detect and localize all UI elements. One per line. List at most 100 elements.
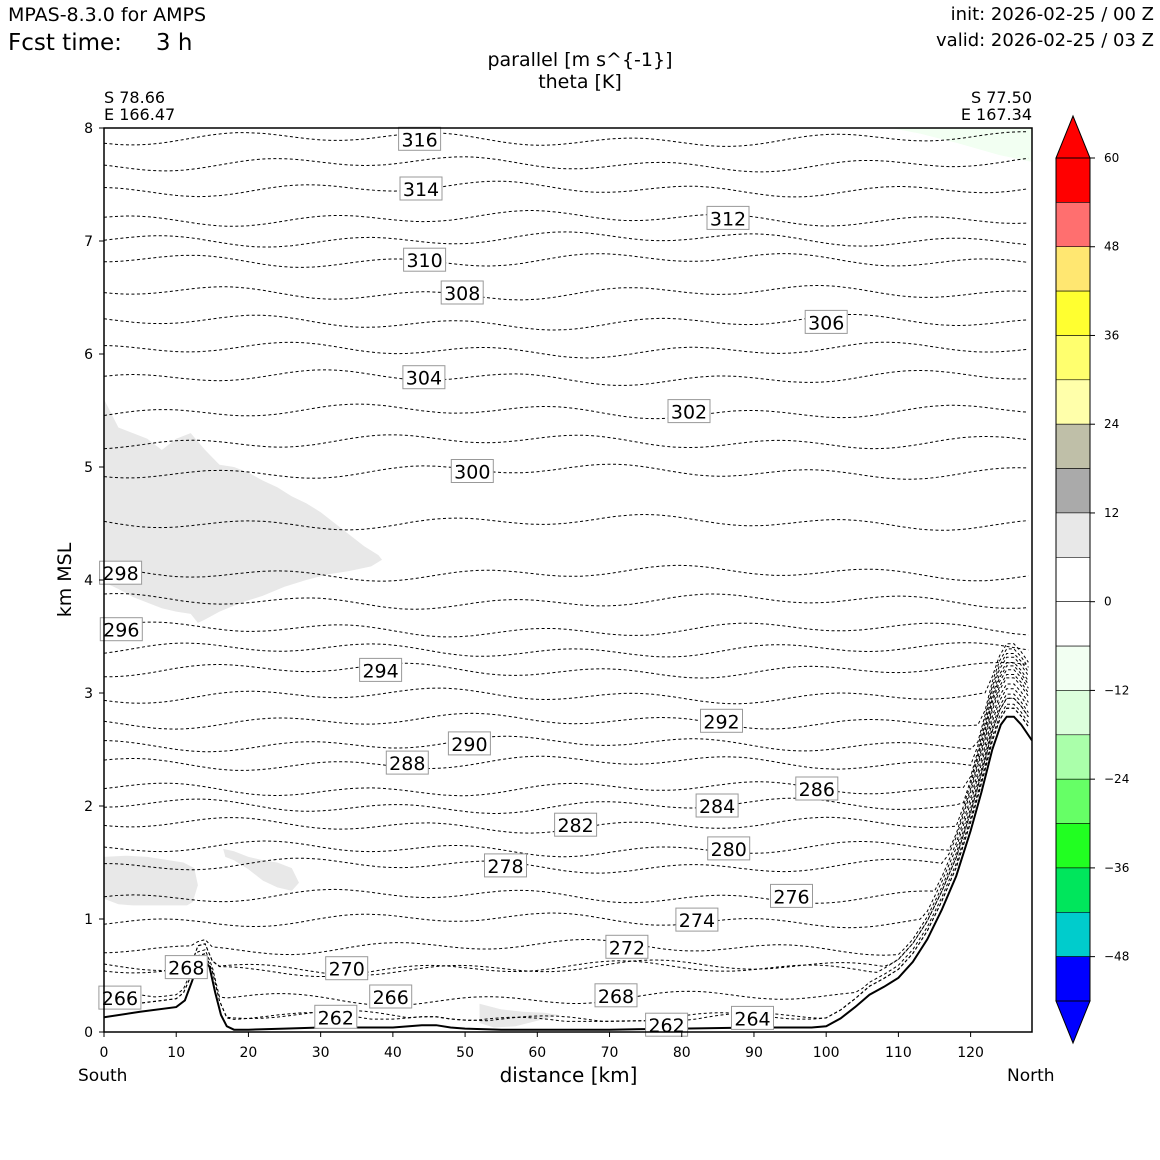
colorbar-tick-label: −36 (1104, 861, 1129, 875)
theta-label-text: 266 (102, 988, 138, 1010)
theta-contour-line (104, 665, 1029, 815)
colorbar-tick-label: 60 (1104, 151, 1119, 165)
theta-contour-label: 300 (450, 459, 494, 484)
wind-shaded-region (104, 855, 198, 906)
x-tick-label: 80 (673, 1045, 691, 1061)
theta-label-text: 292 (703, 711, 739, 733)
theta-contour-label: 264 (731, 1005, 774, 1030)
theta-label-text: 298 (102, 563, 138, 585)
x-tick-label: 120 (957, 1045, 984, 1061)
theta-label-box (403, 247, 447, 272)
theta-contour-label: 306 (804, 309, 848, 334)
colorbar-segment (1055, 512, 1091, 558)
terrain-fill (104, 716, 1032, 1032)
theta-label-text: 290 (451, 734, 487, 756)
theta-label-box (164, 955, 208, 980)
theta-contour-line (104, 697, 1029, 977)
theta-label-box (605, 934, 649, 959)
theta-contour-label: 312 (706, 205, 750, 230)
x-tick-label: 60 (528, 1045, 546, 1061)
colorbar-tick-label: 48 (1104, 240, 1119, 254)
theta-contour-line (104, 513, 1029, 531)
theta-contour-label: 282 (554, 812, 598, 837)
colorbar-segment (1055, 645, 1091, 691)
colorbar-tick-label: −48 (1104, 950, 1129, 964)
theta-contour-line (104, 674, 1029, 858)
theta-contour-label: 284 (695, 793, 739, 818)
theta-label-box (706, 205, 750, 230)
theta-contour-label: 262 (314, 1004, 358, 1029)
theta-contour-line (104, 707, 1029, 1022)
theta-contour-line (104, 688, 1029, 929)
theta-label-text: 310 (406, 250, 442, 272)
colorbar-segment (1055, 778, 1091, 824)
model-name: MPAS-8.3.0 for AMPS (8, 4, 207, 26)
x-tick-label: 50 (456, 1045, 474, 1061)
theta-contour-line (104, 653, 1029, 753)
y-tick-label: 6 (84, 347, 93, 363)
theta-contour-line (104, 369, 1029, 386)
colorbar-segment (1055, 202, 1091, 248)
theta-label-text: 282 (557, 815, 593, 837)
theta-label-text: 262 (318, 1007, 354, 1029)
theta-label-text: 264 (734, 1008, 770, 1030)
theta-label-box (594, 983, 638, 1008)
init-time: init: 2026-02-25 / 00 Z (950, 4, 1154, 25)
theta-label-text: 288 (389, 753, 425, 775)
theta-label-box (770, 883, 813, 908)
theta-label-text: 272 (609, 937, 645, 959)
wind-shaded-region (223, 848, 299, 891)
theta-contour-line (104, 434, 1029, 450)
colorbar-segment (1055, 468, 1091, 514)
terrain-layer (104, 715, 1032, 1032)
theta-label-text: 306 (808, 312, 844, 334)
colorbar-segment (1055, 690, 1091, 736)
colorbar-tick-label: 24 (1104, 417, 1119, 431)
theta-contour-label: 290 (447, 731, 491, 756)
theta-label-box (369, 984, 413, 1009)
y-tick-label: 3 (84, 686, 93, 702)
theta-label-text: 304 (406, 368, 442, 390)
colorbar-over-arrow (1055, 114, 1091, 159)
colorbar-segment (1055, 823, 1091, 869)
theta-contour-line (104, 156, 1029, 173)
theta-label-text: 302 (671, 402, 707, 424)
theta-label-text: 274 (679, 910, 715, 932)
y-tick-label: 8 (84, 121, 93, 137)
theta-contour-line (104, 697, 1029, 976)
theta-contour-label: 316 (398, 126, 442, 151)
theta-contour-line (104, 643, 1029, 705)
colorbar-segment (1055, 601, 1091, 647)
theta-contour-line (104, 661, 1029, 679)
x-tick-label: 110 (885, 1045, 912, 1061)
axes-layer: 0 10 20 30 40 50 60 70 80 90 100 110 120 0 1 2 3 4 5 6 7 8 (84, 121, 984, 1061)
colorbar-tick-label: 12 (1104, 506, 1119, 520)
theta-label-text: 262 (648, 1015, 684, 1037)
x-tick-label: 100 (813, 1045, 840, 1061)
y-tick-label: 7 (84, 234, 93, 250)
theta-label-text: 268 (598, 986, 634, 1008)
chart-title-wind: parallel [m s^{-1}] (487, 49, 673, 71)
theta-contour-line (104, 180, 1029, 198)
x-tick-label: 10 (167, 1045, 185, 1061)
theta-label-box (675, 907, 719, 932)
theta-contour-line (104, 677, 1029, 874)
right-endpoint-lat: S 77.50 (970, 88, 1032, 107)
theta-contour-label: 280 (707, 836, 751, 861)
chart-title-theta: theta [K] (538, 71, 622, 93)
wind-shading-layer (104, 128, 1032, 1028)
theta-contour-line (104, 648, 1029, 730)
south-direction-label: South (78, 1066, 128, 1086)
theta-contour-label: 310 (403, 247, 447, 272)
forecast-time-label: Fcst time: (8, 30, 122, 56)
theta-contour-label: 276 (770, 883, 813, 908)
theta-label-box (385, 750, 429, 775)
colorbar-segment (1055, 911, 1091, 957)
x-tick-label: 70 (601, 1045, 619, 1061)
theta-label-box (325, 956, 369, 981)
right-endpoint: S 77.50 E 167.34 (932, 89, 1032, 123)
theta-contour-label: 266 (98, 985, 142, 1010)
y-tick-label: 4 (84, 573, 93, 589)
forecast-time: Fcst time: 3 h (8, 30, 192, 56)
theta-label-box (314, 1004, 358, 1029)
